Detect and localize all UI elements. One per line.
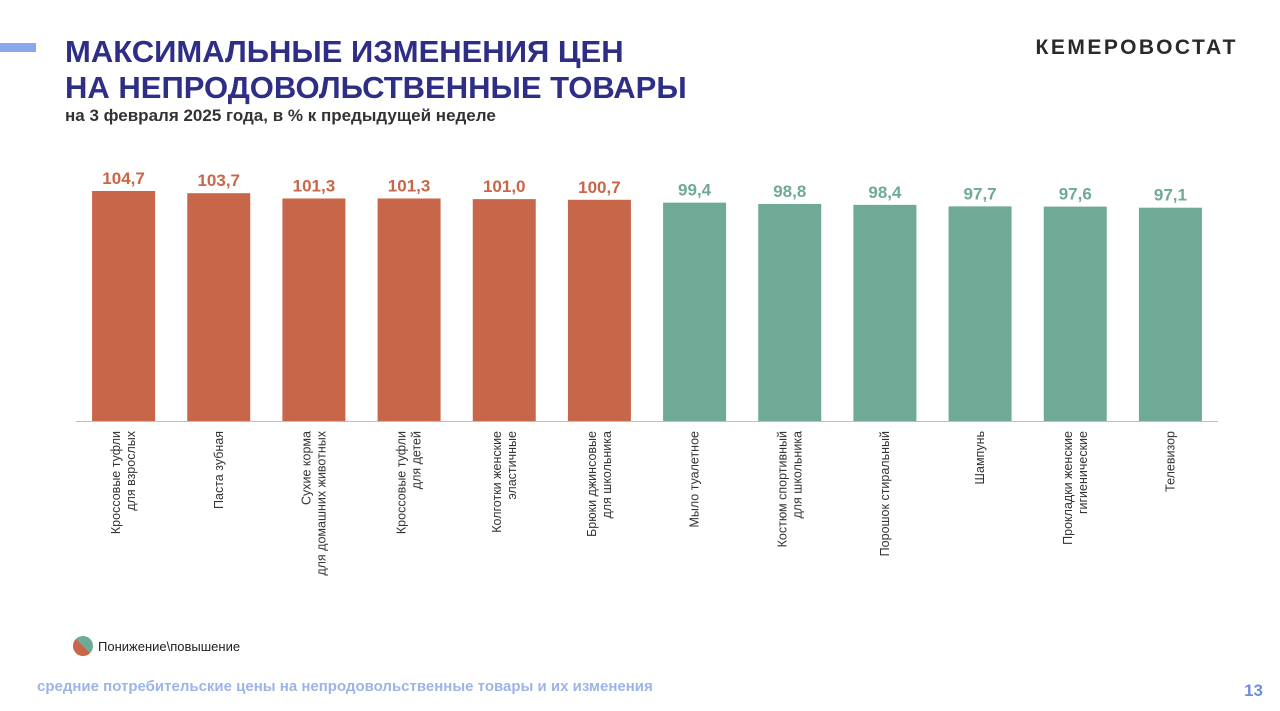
footer-caption: средние потребительские цены на непродов… (37, 678, 653, 695)
value-label-4: 101,0 (483, 177, 526, 196)
bar-7 (758, 203, 822, 421)
category-label-10: Прокладки женские гигиенические (1061, 431, 1090, 545)
category-label-11-line-0: Телевизор (1163, 431, 1177, 492)
category-label-11: Телевизор (1163, 431, 1177, 492)
category-label-7-line-1: для школьника (790, 431, 804, 519)
category-label-5-line-1: для школьника (600, 431, 614, 519)
page-title: МАКСИМАЛЬНЫЕ ИЗМЕНЕНИЯ ЦЕН НА НЕПРОДОВОЛ… (65, 34, 687, 106)
category-label-6-line-0: Мыло туалетное (688, 431, 702, 528)
category-label-10-line-1: гигиенические (1076, 431, 1090, 514)
page-number: 13 (1244, 681, 1263, 700)
legend-label: Понижение\повышение (98, 638, 241, 654)
category-label-6: Мыло туалетное (688, 431, 702, 528)
bar-2 (282, 198, 346, 421)
category-label-1: Паста зубная (212, 431, 226, 509)
bar-1 (187, 193, 251, 421)
category-label-4-line-1: эластичные (505, 431, 519, 500)
category-label-4: Колготки женские эластичные (490, 431, 519, 533)
bar-9 (948, 206, 1012, 421)
bar-0 (92, 191, 156, 421)
value-label-3: 101,3 (388, 176, 431, 195)
category-label-2-line-0: Сухие корма (299, 431, 313, 505)
value-label-8: 98,4 (868, 183, 902, 202)
category-label-3-line-0: Кроссовые туфли (395, 431, 409, 534)
bar-5 (567, 199, 631, 421)
category-label-9: Шампунь (973, 431, 987, 484)
value-label-11: 97,1 (1154, 186, 1187, 205)
category-label-5-line-0: Брюки джинсовые (585, 431, 599, 537)
category-label-8: Порошок стиральный (878, 431, 892, 556)
bar-11 (1138, 207, 1202, 421)
value-label-2: 101,3 (293, 176, 336, 195)
bar-10 (1043, 206, 1107, 421)
title-line-1: МАКСИМАЛЬНЫЕ ИЗМЕНЕНИЯ ЦЕН (65, 34, 624, 69)
value-label-1: 103,7 (197, 171, 240, 190)
value-label-0: 104,7 (102, 169, 145, 188)
category-label-7: Костюм спортивный для школьника (775, 431, 804, 547)
value-label-5: 100,7 (578, 178, 621, 197)
category-label-8-line-0: Порошок стиральный (878, 431, 892, 556)
value-label-9: 97,7 (964, 184, 997, 203)
category-label-5: Брюки джинсовые для школьника (585, 431, 614, 537)
value-label-6: 99,4 (678, 181, 712, 200)
bar-4 (472, 199, 536, 421)
category-label-4-line-0: Колготки женские (490, 431, 504, 533)
accent-bar (0, 43, 36, 52)
category-label-1-line-0: Паста зубная (212, 431, 226, 509)
bar-3 (377, 198, 441, 421)
category-label-2-line-1: для домашних животных (314, 430, 328, 575)
category-label-7-line-0: Костюм спортивный (775, 431, 789, 547)
page-subtitle: на 3 февраля 2025 года, в % к предыдущей… (65, 106, 496, 125)
category-label-0-line-1: для взрослых (124, 430, 138, 510)
value-label-10: 97,6 (1059, 185, 1092, 204)
bar-8 (853, 204, 917, 421)
category-label-3-line-1: для детей (410, 431, 424, 489)
category-label-2: Сухие корма для домашних животных (299, 430, 328, 575)
category-label-9-line-0: Шампунь (973, 431, 987, 484)
bar-6 (663, 202, 727, 421)
title-line-2: НА НЕПРОДОВОЛЬСТВЕННЫЕ ТОВАРЫ (65, 70, 687, 105)
legend-swatch-icon (68, 631, 98, 661)
category-label-10-line-0: Прокладки женские (1061, 431, 1075, 545)
legend: Понижение\повышение (68, 631, 241, 661)
category-label-3: Кроссовые туфли для детей (395, 431, 424, 534)
brand-logo-text: КЕМЕРОВОСТАТ (1035, 36, 1238, 59)
category-label-0: Кроссовые туфли для взрослых (109, 430, 138, 534)
category-label-0-line-0: Кроссовые туфли (109, 431, 123, 534)
value-label-7: 98,8 (773, 182, 806, 201)
